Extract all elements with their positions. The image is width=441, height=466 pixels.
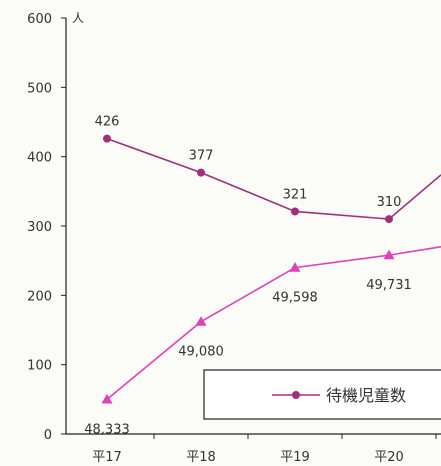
legend-box [203, 369, 441, 420]
series-marker [385, 215, 393, 224]
data-labels: 426 377 321 310 48,333 49,080 49,598 49,731 [84, 115, 412, 438]
series-marker [383, 249, 395, 260]
series-marker [103, 134, 111, 143]
series-marker [291, 207, 299, 216]
y-tick-label: 500 [27, 81, 52, 96]
x-tick-label: 平20 [374, 450, 404, 465]
data-label: 310 [377, 195, 402, 210]
y-tick-label: 100 [27, 359, 52, 374]
data-label: 49,080 [178, 345, 224, 360]
x-tick-label: 平17 [92, 450, 122, 465]
series-marker [195, 316, 207, 326]
data-label: 48,333 [84, 422, 130, 437]
x-tick-label: 平19 [280, 450, 310, 465]
series-layer [101, 134, 441, 404]
y-tick-label: 400 [27, 151, 52, 166]
data-label: 49,598 [272, 291, 318, 306]
y-tick-label: 0 [44, 428, 52, 443]
legend-marker [292, 391, 300, 399]
data-label: 377 [189, 149, 214, 164]
y-tick-label: 600 [27, 12, 52, 27]
series-marker [289, 262, 301, 272]
data-label: 426 [95, 115, 120, 130]
data-label: 321 [283, 187, 308, 202]
legend: 待機児童数 [203, 369, 441, 420]
legend-label: 待機児童数 [326, 386, 406, 405]
series-marker [101, 393, 113, 404]
y-tick-label: 300 [27, 220, 52, 235]
y-unit-label: 人 [72, 11, 84, 25]
series-marker [197, 168, 205, 177]
data-label: 49,731 [366, 278, 412, 293]
y-tick-label: 200 [27, 289, 52, 304]
x-tick-label: 平18 [186, 450, 216, 465]
